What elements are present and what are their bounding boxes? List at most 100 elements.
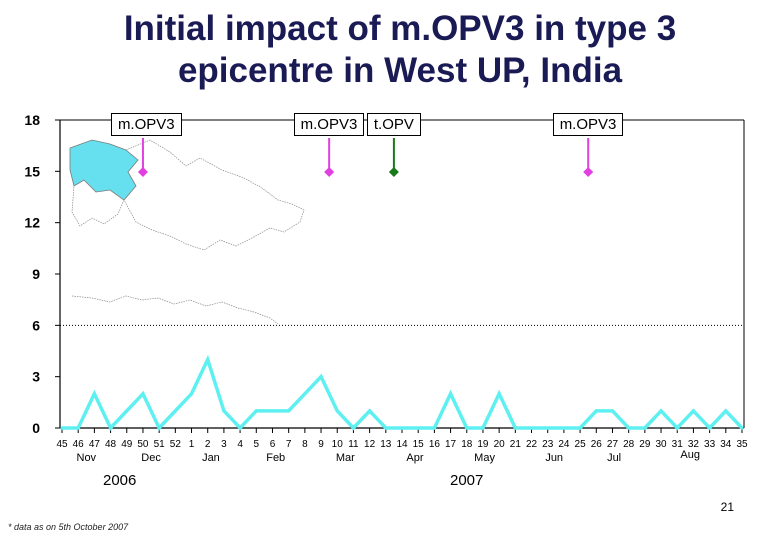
footnote: * data as on 5th October 2007 xyxy=(8,522,129,532)
x-tick-label: 48 xyxy=(105,439,117,450)
data-point xyxy=(238,426,242,430)
x-tick-label: 50 xyxy=(137,439,149,450)
x-tick-label: 16 xyxy=(429,439,441,450)
month-label: Mar xyxy=(336,452,355,464)
x-tick-label: 8 xyxy=(302,439,308,450)
data-point xyxy=(108,426,113,430)
x-tick-label: 29 xyxy=(639,439,651,450)
data-point xyxy=(206,357,210,362)
x-tick-label: 3 xyxy=(221,439,227,450)
x-tick-label: 28 xyxy=(623,439,635,450)
data-point xyxy=(157,426,161,430)
annotation-box: m.OPV3 xyxy=(552,113,624,136)
annotation-box: m.OPV3 xyxy=(110,113,182,136)
y-tick-label: 18 xyxy=(24,112,40,128)
x-tick-label: 23 xyxy=(542,439,554,450)
data-point xyxy=(303,392,307,396)
x-tick-label: 49 xyxy=(121,439,133,450)
x-tick-label: 6 xyxy=(270,439,276,450)
x-tick-label: 45 xyxy=(56,439,68,450)
data-point xyxy=(594,409,598,413)
data-point xyxy=(351,426,356,430)
data-point xyxy=(60,426,64,430)
month-label: Jan xyxy=(202,452,220,464)
x-tick-label: 33 xyxy=(704,439,716,450)
x-tick-label: 11 xyxy=(348,439,359,450)
data-point xyxy=(465,426,469,430)
x-tick-label: 31 xyxy=(672,439,684,450)
x-tick-label: 14 xyxy=(396,439,408,450)
year-label-2007: 2007 xyxy=(450,472,484,489)
y-tick-label: 6 xyxy=(32,317,40,333)
data-point xyxy=(189,392,194,396)
x-tick-label: 47 xyxy=(89,439,101,450)
x-tick-label: 51 xyxy=(154,439,166,450)
data-point xyxy=(691,409,696,413)
x-tick-label: 15 xyxy=(413,439,425,450)
month-label: May xyxy=(474,452,495,464)
x-tick-label: 26 xyxy=(591,439,603,450)
data-point xyxy=(675,426,679,430)
series-line xyxy=(62,354,744,432)
x-tick-label: 32 xyxy=(688,439,700,450)
month-label: Jun xyxy=(545,452,563,464)
y-tick-label: 0 xyxy=(32,420,40,436)
x-tick-label: 4 xyxy=(237,439,243,450)
data-point xyxy=(740,426,744,430)
x-tick-label: 21 xyxy=(510,439,522,450)
data-point xyxy=(497,392,501,396)
data-point xyxy=(173,409,177,413)
data-point xyxy=(562,426,566,430)
data-point xyxy=(627,426,631,430)
x-tick-label: 46 xyxy=(73,439,85,450)
data-point xyxy=(222,409,226,413)
data-point xyxy=(643,426,647,430)
month-label: Aug xyxy=(680,449,700,461)
data-point xyxy=(270,409,275,413)
data-point xyxy=(546,426,550,430)
data-point xyxy=(416,426,420,430)
data-point xyxy=(724,409,728,413)
year-label-2006: 2006 xyxy=(103,472,137,489)
x-tick-label: 24 xyxy=(558,439,570,450)
data-point xyxy=(481,426,485,430)
x-tick-label: 30 xyxy=(655,439,667,450)
data-point xyxy=(368,409,372,413)
month-label: Dec xyxy=(141,452,161,464)
annotation-marker xyxy=(583,167,594,177)
data-point xyxy=(578,426,582,430)
y-tick-label: 3 xyxy=(32,369,40,385)
month-label: Nov xyxy=(77,452,97,464)
data-point xyxy=(319,375,323,379)
x-tick-label: 9 xyxy=(318,439,324,450)
map-inset-highlight xyxy=(69,139,139,201)
y-tick-label: 12 xyxy=(24,215,40,231)
data-point xyxy=(432,426,436,430)
annotation-box: t.OPV xyxy=(366,113,421,136)
x-tick-label: 7 xyxy=(286,439,292,450)
x-tick-label: 12 xyxy=(364,439,376,450)
annotation-marker xyxy=(324,167,335,177)
x-tick-label: 13 xyxy=(380,439,392,450)
x-tick-label: 22 xyxy=(526,439,538,450)
data-point xyxy=(335,409,339,413)
annotation-marker xyxy=(388,167,399,177)
map-inset-border xyxy=(71,295,279,325)
data-point xyxy=(125,409,129,413)
x-tick-label: 18 xyxy=(461,439,473,450)
data-point xyxy=(513,426,517,430)
x-tick-label: 2 xyxy=(205,439,211,450)
x-tick-label: 5 xyxy=(254,439,260,450)
title-line-1: Initial impact of m.OPV3 in type 3 xyxy=(123,9,677,48)
x-tick-label: 25 xyxy=(575,439,587,450)
page-number: 21 xyxy=(720,500,734,514)
x-tick-label: 17 xyxy=(445,439,457,450)
data-point xyxy=(610,409,615,413)
month-label: Jul xyxy=(607,452,621,464)
data-point xyxy=(400,426,404,430)
x-tick-label: 20 xyxy=(494,439,506,450)
month-label: Apr xyxy=(406,452,423,464)
y-tick-label: 9 xyxy=(32,266,40,282)
x-tick-label: 1 xyxy=(189,439,195,450)
y-tick-label: 15 xyxy=(24,163,40,179)
